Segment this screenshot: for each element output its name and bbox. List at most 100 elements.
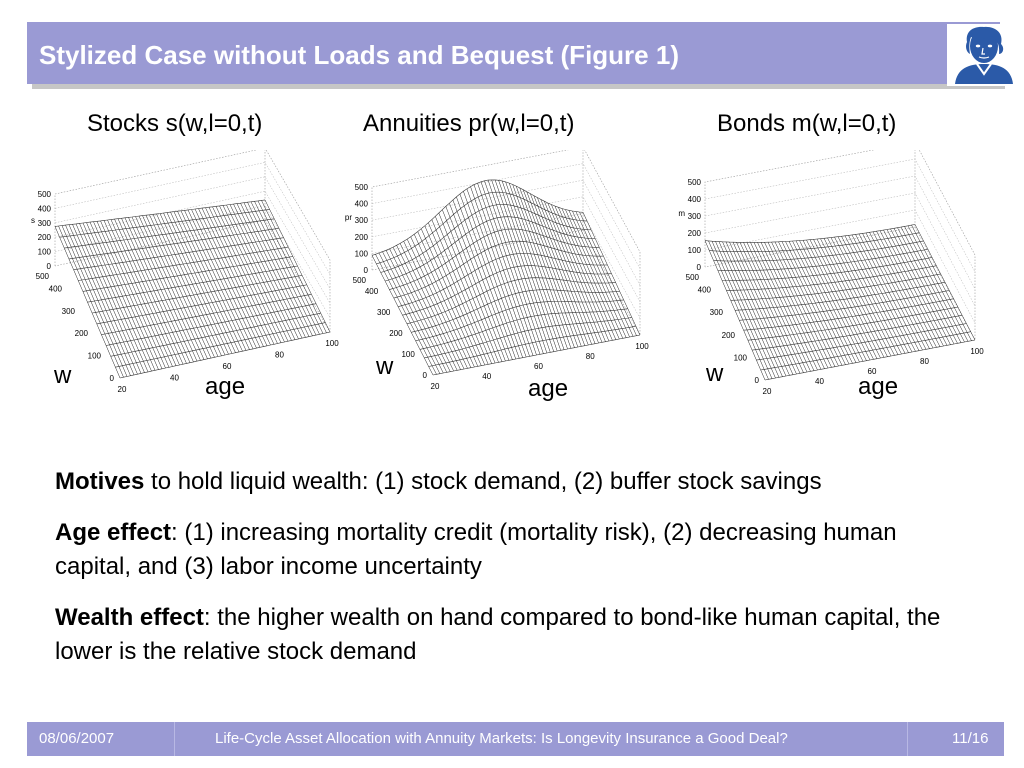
panel-2-surface-line <box>799 240 860 363</box>
panel-0-surface-line <box>124 217 191 363</box>
panel-0-z-tick-label: 200 <box>38 233 52 242</box>
panel-1-surface-line <box>487 180 548 354</box>
panel-1-surface-line <box>568 210 627 338</box>
annuities-surface-plot: 5004003002001000pr5004003002001000204060… <box>345 150 649 391</box>
panel-2-surface-line <box>767 242 829 369</box>
panel-2-surface-line <box>750 242 811 372</box>
panel-0-surface-line <box>117 218 184 365</box>
motives-heading: Motives <box>55 468 145 495</box>
panel-1-surface-line <box>431 219 492 364</box>
panel-0-z-tick-label: 400 <box>38 204 52 213</box>
title-bar: Stylized Case without Loads and Bequest … <box>27 22 1021 86</box>
panel-2-surface-line <box>851 234 913 353</box>
panel-2-surface-line <box>820 238 881 359</box>
panel-1-surface-line <box>371 255 434 376</box>
panel-0-surface-line <box>205 207 271 346</box>
panel-0-surface-line <box>152 214 219 357</box>
stocks-surface-plot: 5004003002001000s50040030020010002040608… <box>31 150 339 394</box>
panel-2-z-tick-label: 300 <box>688 212 702 221</box>
panel-0-surface-line <box>250 201 317 336</box>
panel-2-age-tick-label: 40 <box>815 377 824 386</box>
panel-1-surface-line <box>445 206 506 362</box>
panel-0-surface-line <box>173 211 240 353</box>
panel-1-surface-line <box>438 212 499 363</box>
age-effect-paragraph: Age effect: (1) increasing mortality cre… <box>55 516 975 584</box>
panel-1-surface-line <box>459 193 520 359</box>
panel-0-surface-line <box>58 225 124 378</box>
panel-2-surface-line <box>718 241 780 378</box>
panel-2-w-tick-label: 200 <box>722 331 736 340</box>
panel-1-age-tick-label: 40 <box>482 372 491 381</box>
panel-1-surface-line <box>540 199 599 344</box>
panel-1-surface-line <box>375 254 437 375</box>
panel-1-surface-line <box>420 228 482 366</box>
panel-0-surface-line <box>156 213 222 356</box>
panel-1-surface-line <box>547 202 606 342</box>
panel-0-z-tick-label: 100 <box>38 248 52 257</box>
panel-0-surface-line <box>191 209 257 349</box>
panel-2-surface-line <box>911 224 972 341</box>
panel-2-surface-line <box>802 240 864 362</box>
panel-1-surface-line <box>385 250 448 373</box>
panel-0-surface-line <box>226 204 292 341</box>
panel-2-age-tick-label: 100 <box>970 347 984 356</box>
panel-2-surface-line <box>855 234 916 352</box>
panel-1-surface-line <box>392 246 454 372</box>
wealth-effect-text: : the higher wealth on hand compared to … <box>55 604 941 665</box>
footer-bar: 08/06/2007 Life-Cycle Asset Allocation w… <box>27 722 1004 756</box>
panel-1-surface-line <box>582 212 641 336</box>
panel-1-grid-line <box>371 213 641 319</box>
panel-0-surface-line <box>82 222 149 372</box>
panel-0-surface-line <box>264 199 331 333</box>
bonds-plot-title: Bonds m(w,l=0,t) <box>717 110 897 137</box>
panel-1-surface-line <box>575 211 634 337</box>
panel-0-surface-line <box>149 214 215 358</box>
panel-1-surface-line <box>378 252 441 374</box>
panel-2-age-tick-label: 60 <box>868 367 877 376</box>
panel-0-surface-line <box>229 204 296 340</box>
panel-1-surface-line <box>417 231 479 367</box>
panel-2-grid-line <box>704 175 976 290</box>
panel-2-surface-line <box>795 240 857 363</box>
panel-2-surface-line <box>862 233 923 351</box>
panel-2-surface-line <box>760 242 822 370</box>
panel-2-surface-line <box>717 248 928 271</box>
panel-1-surface-line <box>501 180 561 351</box>
panel-1-grid-line <box>371 196 641 302</box>
panel-1-surface-line <box>484 180 544 354</box>
panel-0-surface-line <box>215 206 282 343</box>
panel-0-surface-line <box>138 215 205 360</box>
panel-0-surface-line <box>75 223 142 374</box>
panel-1-surface-line <box>561 208 620 340</box>
panel-0-z-tick-label: 300 <box>38 219 52 228</box>
panel-1-surface-line <box>533 195 592 345</box>
panel-0-surface-line <box>54 199 266 227</box>
panel-0-surface-line <box>212 206 278 344</box>
panel-0-age-tick-label: 60 <box>223 362 232 371</box>
panel-2-surface-line <box>823 238 885 358</box>
panel-1-surface-line <box>480 181 541 355</box>
panel-1-back-wall <box>371 150 584 271</box>
panel-2-surface-line <box>837 236 899 355</box>
panel-2-surface-line <box>893 228 955 345</box>
annuities-w-label: w <box>376 353 394 380</box>
wealth-effect-heading: Wealth effect <box>55 604 204 631</box>
panel-0-surface-line <box>184 210 250 350</box>
panel-2-surface-line <box>900 226 962 343</box>
panel-0-age-tick-label: 100 <box>325 339 339 348</box>
footer-page-number: 11/16 <box>952 730 989 747</box>
stocks-plot-title: Stocks s(w,l=0,t) <box>87 110 263 137</box>
panel-1-grid-line <box>371 179 641 286</box>
panel-2-surface-line <box>785 241 846 365</box>
panel-0-surface-line <box>219 205 285 343</box>
panel-2-surface-line <box>813 239 874 360</box>
annuities-age-label: age <box>528 375 569 402</box>
panel-2-surface-line <box>830 237 892 357</box>
panel-2-surface-line <box>771 241 832 368</box>
panel-1-surface-line <box>456 196 517 360</box>
panel-2-w-tick-label: 400 <box>698 286 712 295</box>
panel-0-back-wall <box>54 150 266 267</box>
panel-0-age-tick-label: 40 <box>170 374 179 383</box>
panel-1-grid-line <box>371 163 641 269</box>
panel-0-age-tick-label: 20 <box>118 385 127 394</box>
